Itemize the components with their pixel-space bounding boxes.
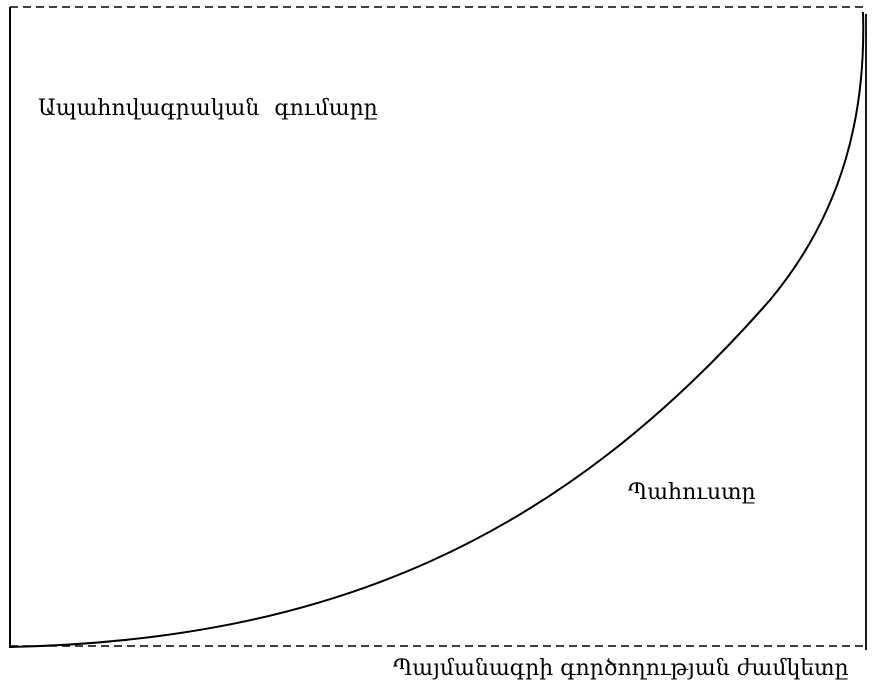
curve-label: Պահուստը [628, 480, 756, 505]
x-axis-label: Պայմանագրի գործողության ժամկետը [393, 656, 849, 681]
y-axis-label: Ապահովագրական գումարը [38, 96, 378, 121]
reserve-curve [9, 11, 865, 648]
